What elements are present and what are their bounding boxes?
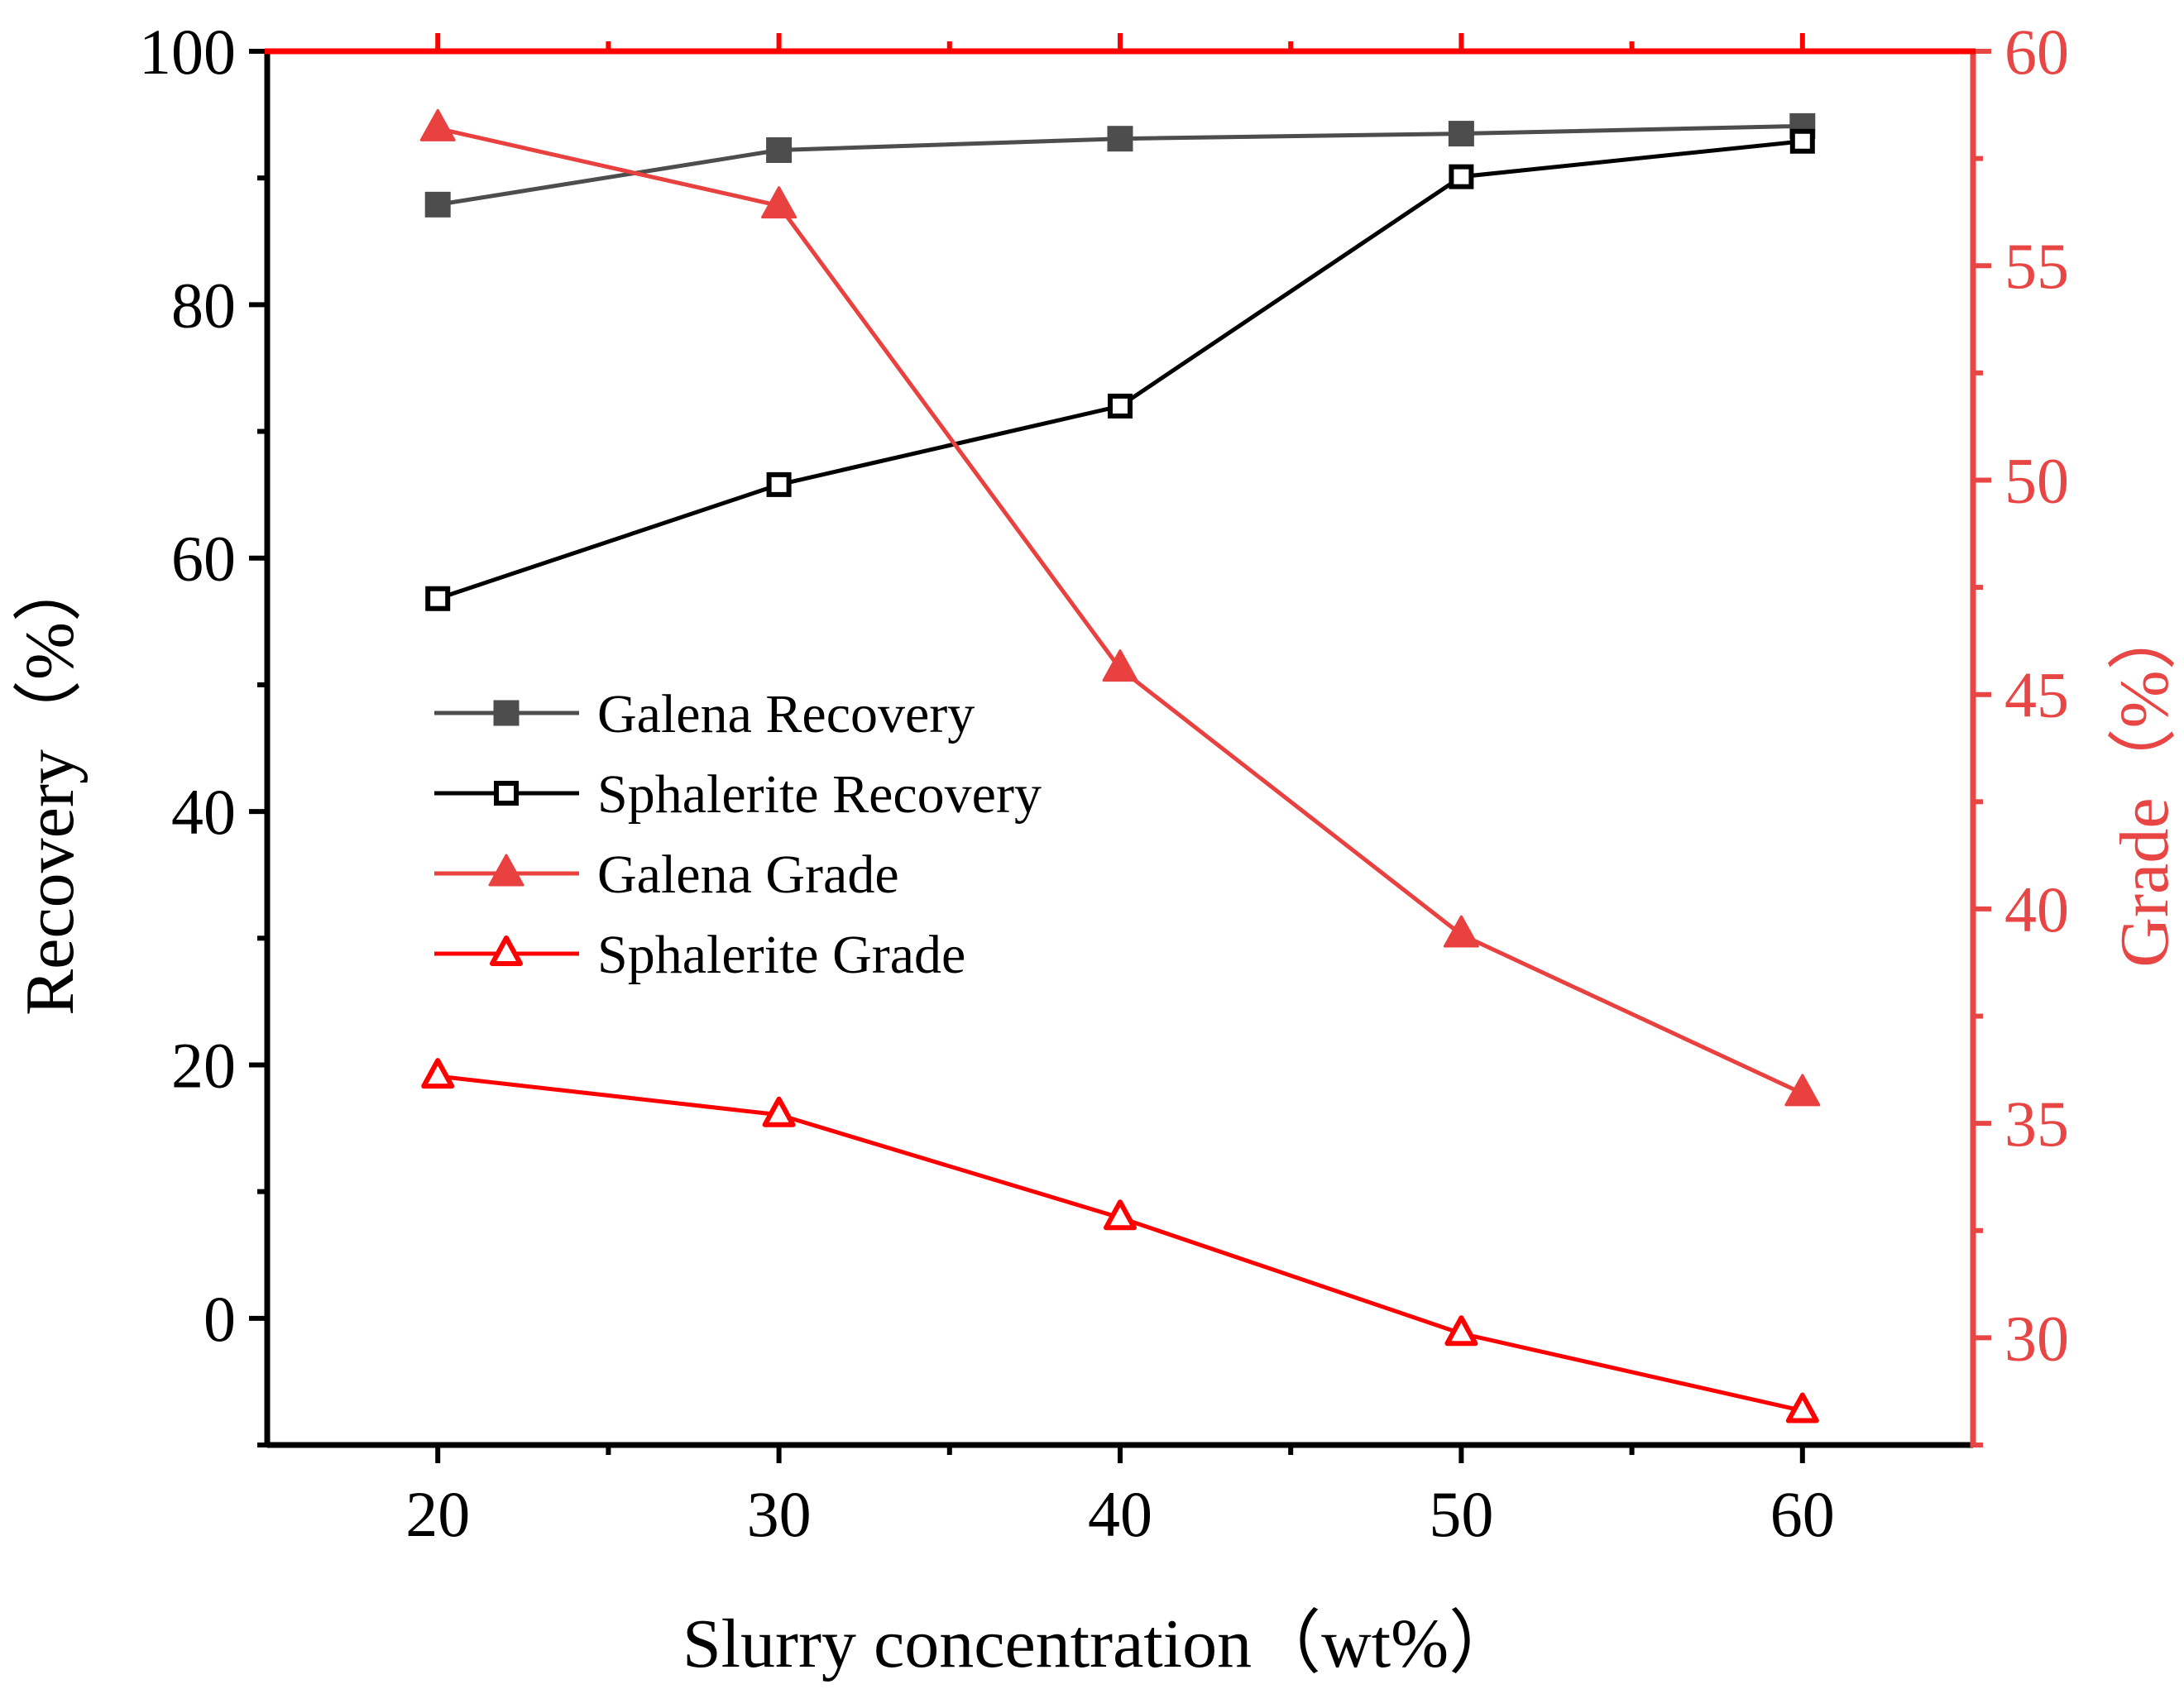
legend-swatch-marker <box>494 781 519 806</box>
y-right-tick-label: 55 <box>2004 230 2069 302</box>
data-point <box>424 191 451 218</box>
legend-label: Sphalerite Grade <box>597 925 965 985</box>
legend-label: Galena Grade <box>597 844 899 905</box>
y-right-tick-label: 35 <box>2004 1088 2069 1160</box>
y-right-tick-label: 30 <box>2004 1302 2069 1374</box>
x-axis-title: Slurry concentration（wt%） <box>682 1605 1518 1682</box>
legend-entry: Sphalerite Recovery <box>434 764 1042 825</box>
y-left-tick-label: 40 <box>171 776 236 848</box>
y-left-tick-labels: 0 20 40 60 80 100 <box>139 16 236 1355</box>
data-point <box>1448 121 1474 147</box>
x-tick-label: 50 <box>1429 1478 1493 1550</box>
legend-swatch-marker <box>488 854 524 887</box>
y-right-tick-label: 45 <box>2004 659 2069 731</box>
legend-entry: Galena Recovery <box>434 684 975 744</box>
y-left-tick-label: 60 <box>171 523 236 595</box>
data-point <box>419 108 456 141</box>
legend-swatch-marker <box>493 700 520 726</box>
data-point <box>762 1096 796 1127</box>
x-tick-labels: 20 30 40 50 60 <box>405 1478 1835 1550</box>
data-point <box>766 471 792 497</box>
data-point <box>1449 164 1474 189</box>
data-point <box>421 1058 455 1089</box>
y-left-tick-label: 0 <box>204 1283 236 1355</box>
data-point <box>761 186 797 219</box>
data-point <box>1443 915 1479 948</box>
y-right-axis-title: Grade（%） <box>2106 600 2183 967</box>
y-right-tick-label: 50 <box>2004 444 2069 516</box>
data-point <box>1784 1074 1821 1107</box>
y-left-tick-label: 80 <box>171 269 236 341</box>
series-layer <box>419 108 1821 1423</box>
data-point <box>1785 1392 1819 1423</box>
axes-frame <box>264 48 1976 1448</box>
series-sphalerite-grade <box>421 1058 1819 1423</box>
data-point <box>1104 1199 1137 1231</box>
legend-swatch-marker <box>490 935 523 966</box>
data-point <box>1789 128 1815 154</box>
y-left-tick-label: 20 <box>171 1029 236 1101</box>
x-tick-label: 40 <box>1088 1478 1152 1550</box>
legend-label: Sphalerite Recovery <box>597 764 1042 825</box>
x-tick-label: 20 <box>405 1478 470 1550</box>
series-sphalerite-recovery <box>425 128 1815 611</box>
y-left-tick-label: 100 <box>139 16 236 88</box>
data-point <box>1107 126 1133 152</box>
legend-entry: Sphalerite Grade <box>434 925 965 985</box>
y-right-tick-label: 60 <box>2004 16 2069 88</box>
data-point <box>1444 1315 1478 1347</box>
series-galena-grade <box>419 108 1821 1107</box>
y-right-tick-labels: 30 35 40 45 50 55 60 <box>2004 16 2069 1374</box>
legend-entry: Galena Grade <box>434 844 899 905</box>
data-point <box>766 136 793 163</box>
legend-label: Galena Recovery <box>597 684 975 744</box>
y-left-axis-title: Recovery（%） <box>12 553 89 1016</box>
x-tick-label: 60 <box>1770 1478 1835 1550</box>
y-right-tick-label: 40 <box>2004 873 2069 945</box>
x-tick-label: 30 <box>747 1478 812 1550</box>
data-point <box>1108 393 1133 419</box>
legend: Galena Recovery Sphalerite Recovery Galena… <box>434 684 1042 985</box>
data-point <box>1102 649 1138 682</box>
data-point <box>425 586 451 611</box>
